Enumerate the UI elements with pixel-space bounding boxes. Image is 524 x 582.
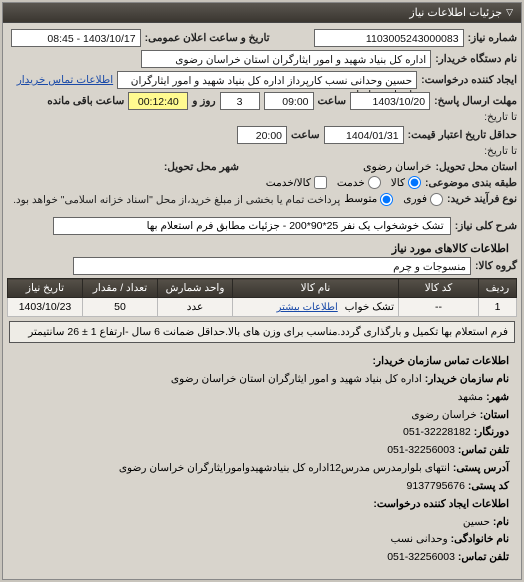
c-org-label: نام سازمان خریدار: <box>425 373 509 385</box>
c-phone: 32256003-051 <box>387 444 455 456</box>
c-fax: 32228182-051 <box>403 426 471 438</box>
announce-label: تاریخ و ساعت اعلان عمومی: <box>145 32 270 44</box>
need-no-field: 1103005243000083 <box>314 29 464 47</box>
process-radio-group: فوری متوسط <box>344 193 443 206</box>
cell-name: تشک خواب اطلاعات بیشتر <box>233 298 399 317</box>
process-note: پرداخت تمام یا بخشی از مبلغ خرید،از محل … <box>13 194 340 206</box>
col-idx: ردیف <box>479 279 517 298</box>
creator-field: حسین وحدانی نسب کارپرداز اداره کل بنیاد … <box>117 71 417 89</box>
announce-field: 1403/10/17 - 08:45 <box>11 29 141 47</box>
process-normal-radio[interactable]: متوسط <box>344 193 393 206</box>
row-more-link[interactable]: اطلاعات بیشتر <box>277 302 338 313</box>
province-value: خراسان رضوی <box>363 160 432 173</box>
contact-section: اطلاعات تماس سازمان خریدار: نام سازمان خ… <box>7 347 517 573</box>
need-no-label: شماره نیاز: <box>468 32 517 44</box>
deadline-to-label: تا تاریخ: <box>484 111 517 123</box>
c-creator-section: اطلاعات ایجاد کننده درخواست: <box>373 498 509 510</box>
process-urgent-radio[interactable]: فوری <box>403 193 443 206</box>
c-family-label: نام خانوادگی: <box>451 533 509 545</box>
collapse-icon: ▽ <box>506 7 513 18</box>
c-cphone: 32256003-051 <box>387 551 455 563</box>
panel-header: ▽ جزئیات اطلاعات نیاز <box>3 3 521 23</box>
items-table: ردیف کد کالا نام کالا واحد شمارش تعداد /… <box>7 278 517 317</box>
days-field: 3 <box>220 92 260 110</box>
subject-label: طبقه بندی موضوعی: <box>425 177 517 189</box>
cell-unit: عدد <box>158 298 233 317</box>
c-city-label: شهر: <box>486 391 509 403</box>
c-address-label: آدرس پستی: <box>453 462 509 474</box>
header-title: جزئیات اطلاعات نیاز <box>409 6 502 19</box>
province-label: استان محل تحویل: <box>436 161 517 173</box>
col-unit: واحد شمارش <box>158 279 233 298</box>
c-family: وحدانی نسب <box>390 533 447 545</box>
deadline-time-field: 09:00 <box>264 92 314 110</box>
c-address: انتهای بلوارمدرس مدرس12اداره کل بنیادشهی… <box>119 462 450 474</box>
cell-idx: 1 <box>479 298 517 317</box>
need-desc-label: شرح کلی نیاز: <box>455 220 517 232</box>
c-name: حسین <box>463 516 490 528</box>
valid-label: حداقل تاریخ اعتبار قیمت: <box>408 129 517 141</box>
c-province-label: استان: <box>480 409 509 421</box>
contact-title: اطلاعات تماس سازمان خریدار: <box>373 355 509 367</box>
days-suffix: روز و <box>192 95 215 107</box>
city-label: شهر محل تحویل: <box>164 161 239 173</box>
c-name-label: نام: <box>493 516 509 528</box>
c-fax-label: دورنگار: <box>474 426 509 438</box>
group-field: منسوجات و چرم <box>73 257 471 275</box>
group-label: گروه کالا: <box>475 260 517 272</box>
items-footer-note: فرم استعلام بها تکمیل و بارگذاری گردد.من… <box>9 321 515 343</box>
c-phone-label: تلفن تماس: <box>458 444 509 456</box>
remain-suffix: ساعت باقی مانده <box>47 95 124 107</box>
creator-label: ایجاد کننده درخواست: <box>421 74 517 86</box>
subject-all-radio[interactable]: کالا <box>391 176 421 189</box>
cell-qty: 50 <box>83 298 158 317</box>
buyer-org-field: اداره کل بنیاد شهید و امور ایثارگران است… <box>141 50 431 68</box>
c-postcode: 9137795676 <box>407 480 465 492</box>
col-date: تاریخ نیاز <box>8 279 83 298</box>
subject-radio-group: کالا خدمت کالا/خدمت <box>266 176 421 189</box>
valid-date-field: 1404/01/31 <box>324 126 404 144</box>
c-city: مشهد <box>458 391 483 403</box>
valid-time-field: 20:00 <box>237 126 287 144</box>
subject-service-radio[interactable]: خدمت <box>337 176 381 189</box>
col-qty: تعداد / مقدار <box>83 279 158 298</box>
cell-code: -- <box>399 298 479 317</box>
cell-date: 1403/10/23 <box>8 298 83 317</box>
buyer-info-link[interactable]: اطلاعات تماس خریدار <box>17 74 113 86</box>
remain-time-field: 00:12:40 <box>128 92 188 110</box>
c-postcode-label: کد پستی: <box>468 480 509 492</box>
table-row: 1 -- تشک خواب اطلاعات بیشتر عدد 50 1403/… <box>8 298 517 317</box>
deadline-date-field: 1403/10/20 <box>350 92 430 110</box>
process-label: نوع فرآیند خرید: <box>447 193 517 205</box>
time-label-2: ساعت <box>291 129 320 141</box>
subject-goods-check[interactable]: کالا/خدمت <box>266 176 327 189</box>
time-label-1: ساعت <box>318 95 347 107</box>
valid-to-label: تا تاریخ: <box>484 145 517 157</box>
items-section-title: اطلاعات کالاهای مورد نیاز <box>7 238 517 257</box>
c-org: اداره کل بنیاد شهید و امور ایثارگران است… <box>171 373 422 385</box>
deadline-label: مهلت ارسال پاسخ: <box>434 95 517 107</box>
col-code: کد کالا <box>399 279 479 298</box>
c-cphone-label: تلفن تماس: <box>458 551 509 563</box>
col-name: نام کالا <box>233 279 399 298</box>
c-province: خراسان رضوی <box>411 409 476 421</box>
buyer-org-label: نام دستگاه خریدار: <box>435 53 517 65</box>
need-desc-field: تشک خوشخواب یک نفر 25*90*200 - جزئیات مط… <box>53 217 451 235</box>
